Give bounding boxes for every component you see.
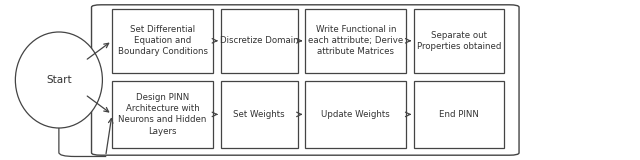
FancyBboxPatch shape: [305, 81, 406, 148]
Text: Discretize Domain: Discretize Domain: [220, 36, 298, 45]
Text: Start: Start: [46, 75, 72, 85]
Text: Update Weights: Update Weights: [321, 110, 390, 119]
FancyBboxPatch shape: [221, 81, 298, 148]
FancyBboxPatch shape: [92, 5, 519, 155]
FancyBboxPatch shape: [414, 9, 504, 73]
Text: Set Weights: Set Weights: [234, 110, 285, 119]
FancyBboxPatch shape: [305, 9, 406, 73]
Text: Separate out
Properties obtained: Separate out Properties obtained: [417, 31, 501, 51]
FancyBboxPatch shape: [112, 81, 213, 148]
Text: Design PINN
Architecture with
Neurons and Hidden
Layers: Design PINN Architecture with Neurons an…: [118, 93, 207, 136]
FancyBboxPatch shape: [414, 81, 504, 148]
Text: End PINN: End PINN: [439, 110, 479, 119]
FancyBboxPatch shape: [112, 9, 213, 73]
Text: Write Functional in
each attribute; Derive
attribute Matrices: Write Functional in each attribute; Deri…: [308, 25, 403, 56]
FancyBboxPatch shape: [221, 9, 298, 73]
Ellipse shape: [15, 32, 102, 128]
Text: Set Differential
Equation and
Boundary Conditions: Set Differential Equation and Boundary C…: [118, 25, 207, 56]
